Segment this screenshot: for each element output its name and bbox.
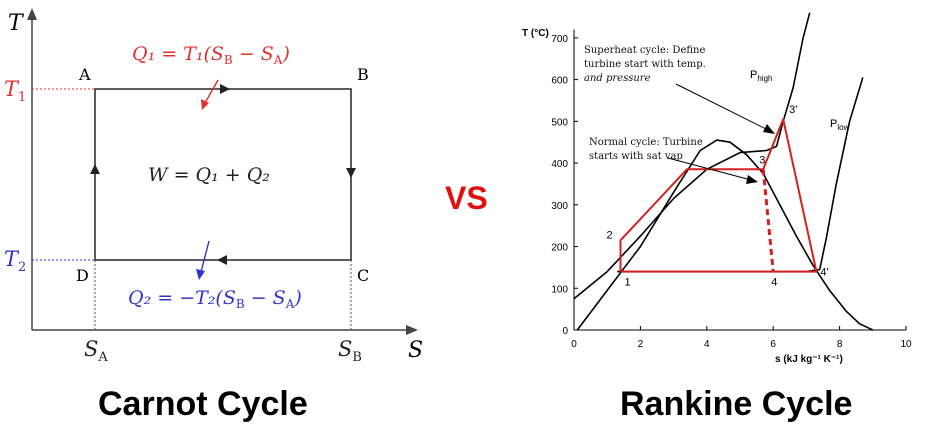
carnot-s-axis-arrow xyxy=(406,325,418,335)
p-high-label: Phigh xyxy=(750,69,772,83)
work-equation: W = Q₁ + Q₂ xyxy=(148,164,270,186)
q1-equation: Q₁ = T₁(SB − SA) xyxy=(132,43,290,67)
sb-label: SB xyxy=(338,337,362,365)
y-tick-label: 700 xyxy=(551,34,568,45)
point-label-1: 1 xyxy=(624,277,630,289)
point-label-3prime: 3' xyxy=(789,104,797,116)
y-tick-label: 600 xyxy=(551,76,568,87)
superheat-arrow-head xyxy=(763,124,775,134)
q2-arrow-line xyxy=(200,240,210,273)
y-tick-label: 200 xyxy=(551,243,568,254)
vs-label: VS xyxy=(445,180,488,216)
t2-label: T2 xyxy=(4,247,26,275)
x-tick-label: 8 xyxy=(837,339,843,350)
arrow-a-to-b xyxy=(220,84,230,94)
q2-equation: Q₂ = −T₂(SB − SA) xyxy=(128,287,302,311)
point-label-2: 2 xyxy=(606,229,612,241)
carnot-axis-s-label: S xyxy=(408,338,423,363)
corner-a-label: A xyxy=(78,65,91,84)
p-high-isobar xyxy=(573,12,811,300)
rankine-caption: Rankine Cycle xyxy=(620,385,853,423)
corner-c-label: C xyxy=(357,266,369,285)
x-tick-label: 6 xyxy=(770,339,776,350)
y-tick-label: 100 xyxy=(551,284,568,295)
carnot-axis-t-label: T xyxy=(8,11,25,36)
x-tick-label: 4 xyxy=(704,339,710,350)
q1-arrow-head xyxy=(201,99,209,110)
q2-arrow-head xyxy=(196,269,205,280)
p-low-isobar xyxy=(617,77,864,273)
saturation-dome xyxy=(576,139,874,331)
y-tick-label: 300 xyxy=(551,201,568,212)
point-label-3: 3 xyxy=(759,154,765,166)
sa-label: SA xyxy=(84,337,108,365)
rankine-point-labels: 1 2 3 3' 4 4' xyxy=(606,104,828,288)
normal-expansion-dashed xyxy=(761,169,775,272)
t1-label: T1 xyxy=(4,77,26,105)
y-tick-label: 0 xyxy=(562,326,568,337)
q1-arrow-line xyxy=(204,79,219,104)
point-label-4: 4 xyxy=(771,277,777,289)
carnot-caption: Carnot Cycle xyxy=(98,385,308,423)
x-tick-label: 10 xyxy=(900,339,912,350)
corner-d-label: D xyxy=(76,266,89,285)
normal-note: Normal cycle: Turbine starts with sat va… xyxy=(589,137,706,162)
rankine-y-axis-label: T (°C) xyxy=(522,28,549,39)
arrow-c-to-d xyxy=(217,255,227,265)
p-low-label: Plow xyxy=(830,118,850,132)
x-tick-label: 2 xyxy=(638,339,644,350)
x-tick-label: 0 xyxy=(571,339,577,350)
corner-b-label: B xyxy=(357,65,369,84)
superheat-arrow-line xyxy=(675,83,769,131)
normal-arrow-line xyxy=(667,157,752,181)
rankine-x-axis-label: s (kJ kg⁻¹ K⁻¹) xyxy=(775,354,843,365)
arrow-b-to-c xyxy=(346,168,356,178)
rankine-cycle xyxy=(619,118,818,273)
point-label-4prime: 4' xyxy=(820,267,828,279)
superheat-note: Superheat cycle: Define turbine start wi… xyxy=(584,45,709,84)
rankine-axes: 0 100 200 300 400 500 600 700 0 2 4 6 8 10 xyxy=(551,29,912,350)
y-tick-label: 400 xyxy=(551,159,568,170)
carnot-t-axis-arrow xyxy=(27,8,37,20)
rankine-chart: T (°C) s (kJ kg⁻¹ K⁻¹) 01002003004005006… xyxy=(522,12,912,365)
arrow-d-to-a xyxy=(90,164,100,174)
carnot-diagram: T S T1 T2 SA SB A B C D Q₁ = T₁(SB − SA)… xyxy=(4,8,423,365)
normal-arrow-head xyxy=(746,175,758,184)
y-tick-label: 500 xyxy=(551,117,568,128)
